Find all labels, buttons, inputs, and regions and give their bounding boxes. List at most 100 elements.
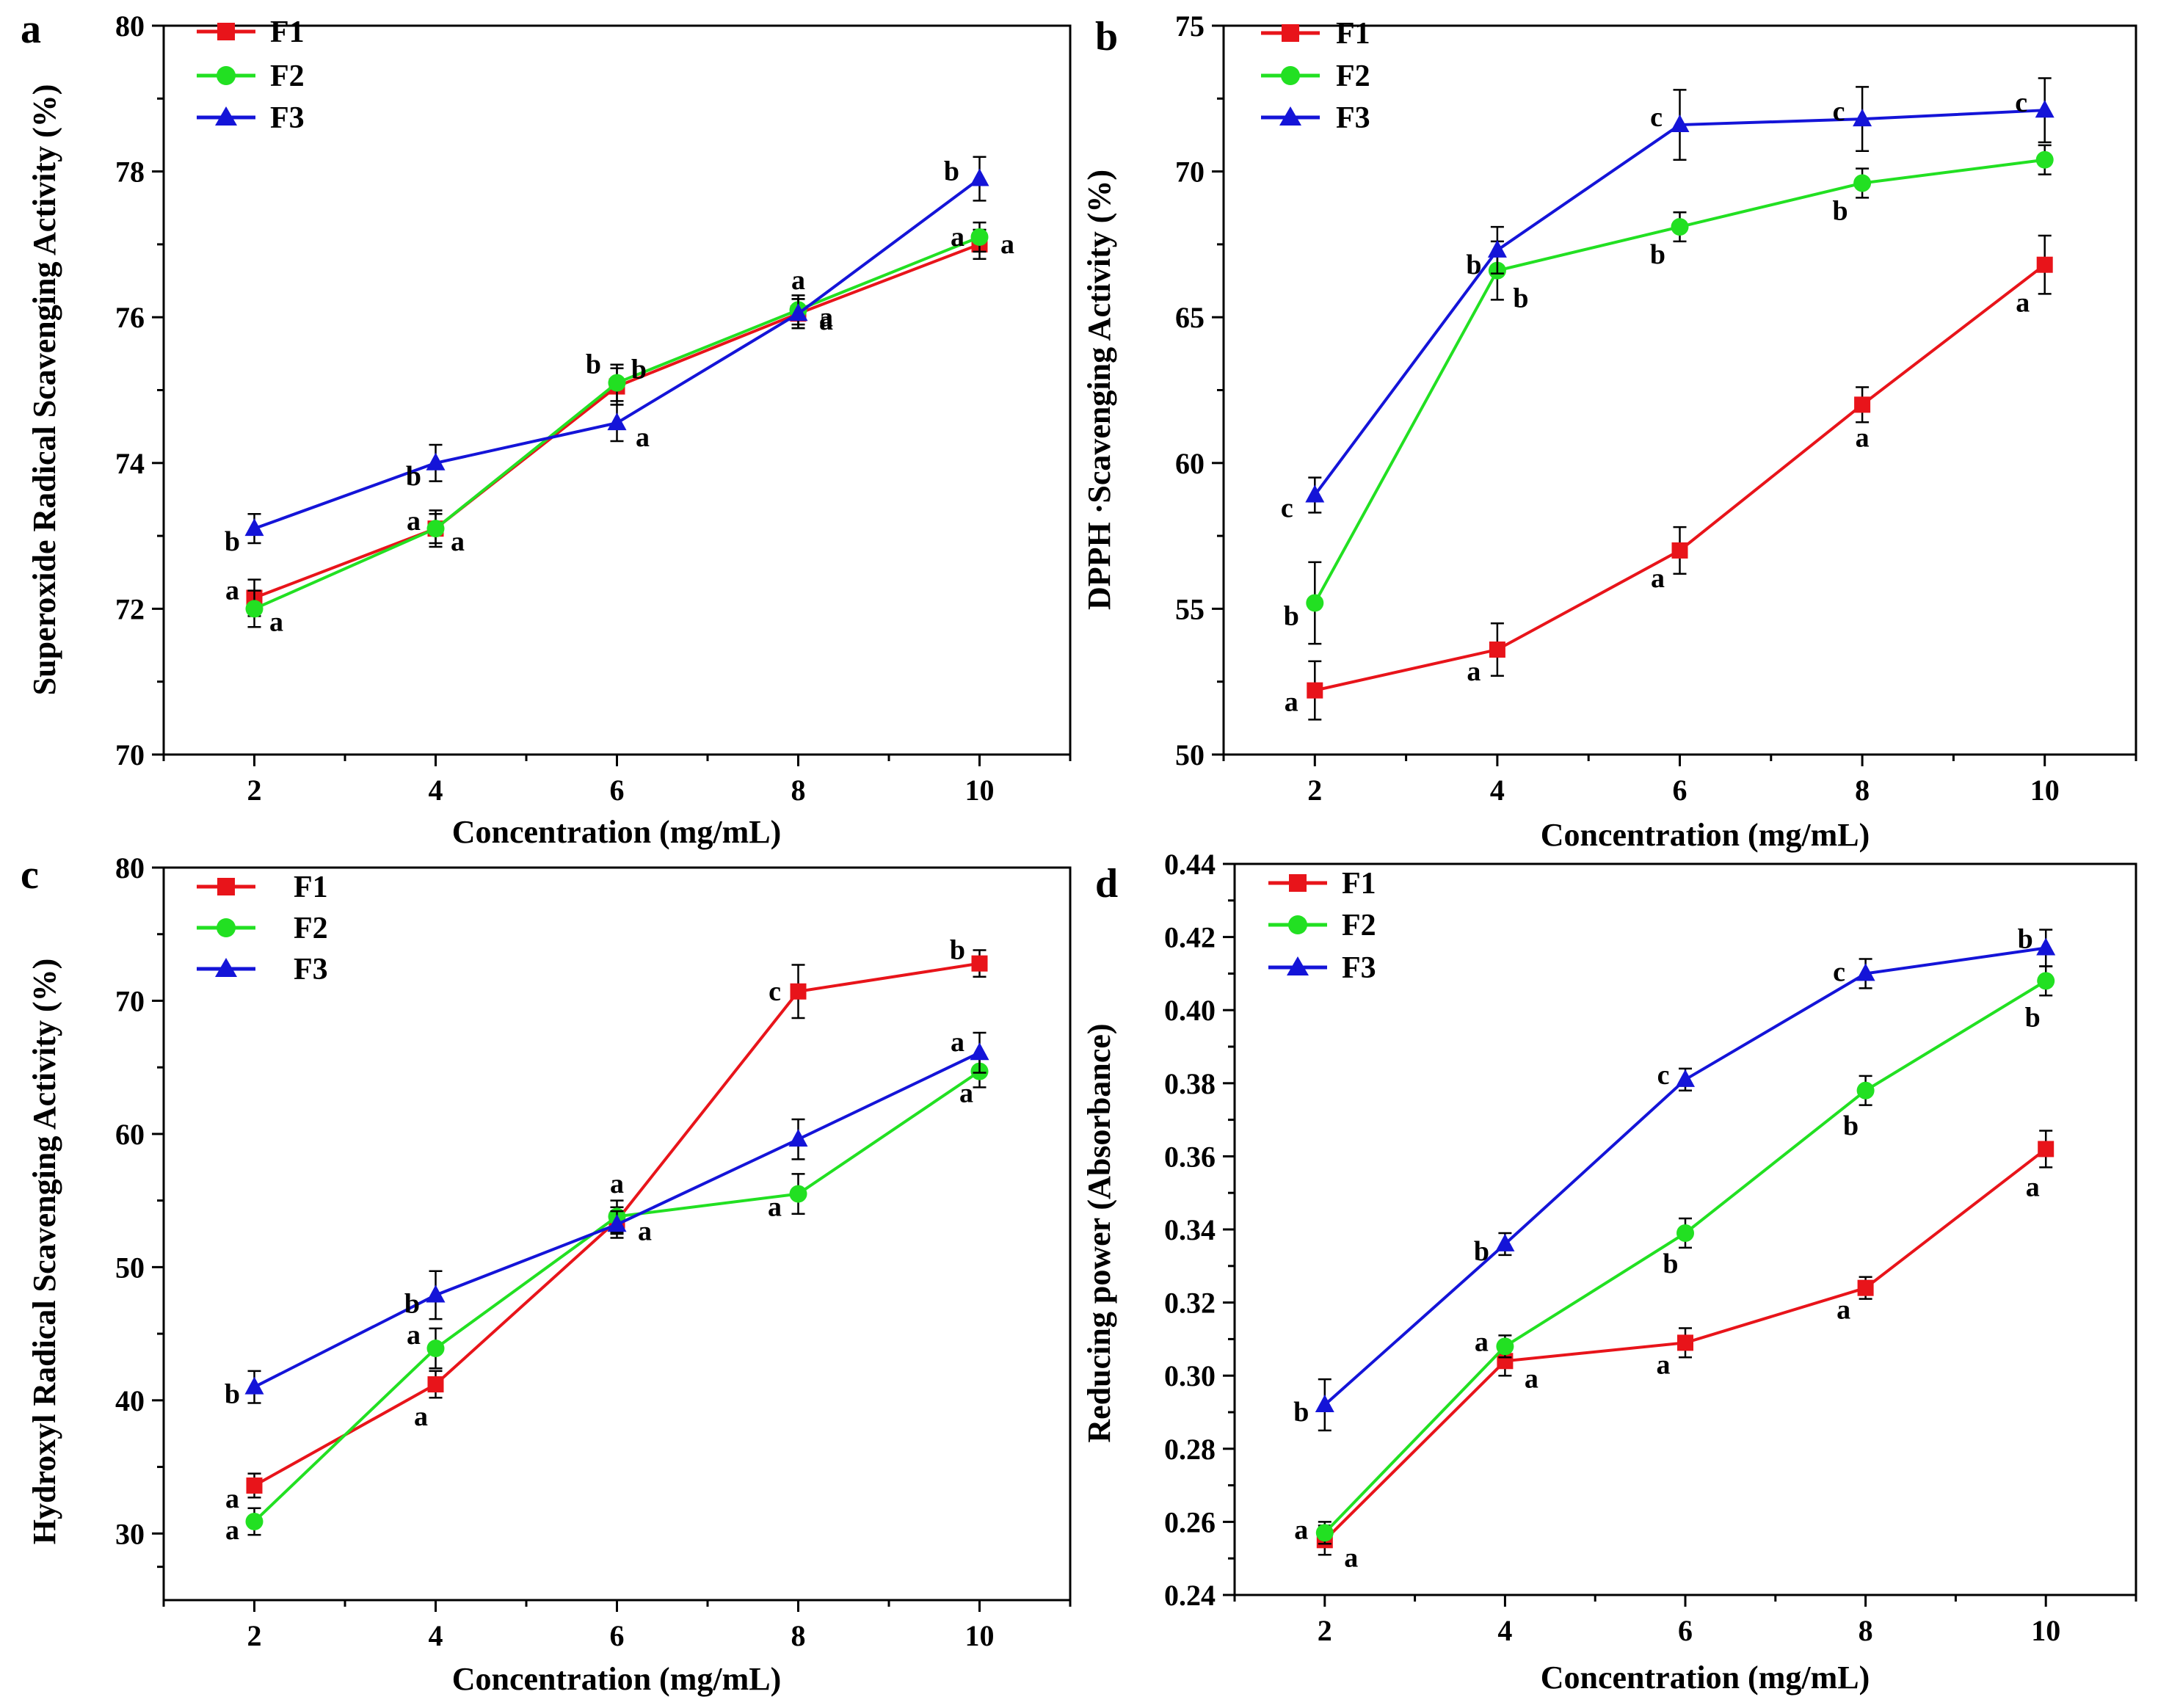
x-tick-label: 8 — [1855, 774, 1870, 807]
y-tick-label: 0.38 — [1164, 1067, 1216, 1100]
x-axis-title: Concentration (mg/mL) — [452, 814, 782, 850]
series-line-f2 — [1323, 979, 2047, 1534]
legend-marker-f2 — [1281, 66, 1300, 85]
x-tick-label: 6 — [1678, 1614, 1693, 1647]
legend: F1 F2 F3 — [197, 15, 305, 135]
legend-label-f2: F2 — [294, 912, 328, 945]
significance-label-f1: a — [1657, 1349, 1671, 1380]
legend-label-f3: F3 — [1336, 101, 1370, 135]
y-tick-label: 50 — [1175, 738, 1205, 771]
x-tick-label: 10 — [965, 1619, 995, 1652]
significance-label-f2: b — [2025, 1002, 2041, 1033]
significance-label-f3: b — [406, 461, 421, 492]
significance-label-f3: c — [1833, 956, 1845, 987]
significance-label-f1: a — [2016, 288, 2030, 319]
significance-label-f2: b — [1650, 239, 1665, 270]
x-axis-title: Concentration (mg/mL) — [452, 1661, 782, 1697]
significance-label-f2: a — [1000, 229, 1014, 260]
legend-label-f3: F3 — [270, 101, 305, 135]
significance-label-f1: a — [1525, 1363, 1538, 1394]
x-tick-label: 4 — [1490, 774, 1505, 807]
legend-marker-f2 — [217, 66, 236, 85]
data-point-f2 — [1315, 1524, 1334, 1542]
legend-label-f1: F1 — [1336, 17, 1370, 51]
data-point-f1 — [1854, 396, 1871, 413]
legend-label-f3: F3 — [294, 953, 328, 986]
y-tick-label: 30 — [115, 1517, 145, 1550]
x-tick-label: 8 — [1859, 1614, 1873, 1647]
data-point-f1 — [2036, 256, 2053, 273]
data-point-f2 — [245, 1512, 264, 1530]
significance-label-f1: a — [225, 1483, 239, 1514]
data-point-f3 — [607, 1214, 627, 1232]
x-tick-label: 2 — [247, 1619, 262, 1652]
data-point-f3 — [2036, 937, 2056, 956]
data-point-f2 — [1676, 1224, 1694, 1242]
x-tick-label: 2 — [1307, 774, 1322, 807]
significance-label-f3: b — [1293, 1397, 1309, 1428]
data-point-f3 — [788, 1129, 808, 1147]
legend-label-f1: F1 — [270, 15, 305, 49]
data-point-f2 — [789, 1185, 807, 1203]
data-point-f1 — [1671, 542, 1688, 559]
data-point-f1 — [790, 983, 807, 1000]
y-tick-label: 75 — [1175, 10, 1205, 43]
y-tick-label: 0.26 — [1164, 1505, 1216, 1538]
data-point-f3 — [1495, 1233, 1515, 1251]
data-point-f1 — [246, 1477, 263, 1494]
y-tick-label: 0.44 — [1164, 848, 1216, 881]
y-tick-label: 50 — [115, 1251, 145, 1284]
x-tick-label: 6 — [610, 1619, 625, 1652]
data-point-f1 — [971, 955, 988, 972]
significance-label-f3: a — [636, 422, 650, 453]
significance-label-f2: b — [631, 355, 647, 385]
significance-label-f2: b — [1833, 195, 1848, 226]
legend-label-f2: F2 — [270, 59, 305, 93]
data-point-f3 — [426, 1284, 446, 1303]
data-point-f3 — [426, 452, 446, 470]
significance-label-f2: b — [1513, 283, 1528, 314]
significance-label-f2: a — [1475, 1326, 1489, 1357]
significance-label-f2: a — [768, 1192, 782, 1223]
significance-label-f3: b — [944, 156, 959, 187]
significance-label-f2: a — [269, 606, 283, 637]
data-point-f3 — [607, 413, 627, 431]
series-line-f3 — [1313, 109, 2045, 496]
data-point-f3 — [1856, 963, 1875, 981]
y-tick-label: 74 — [115, 447, 145, 480]
data-point-f1 — [427, 1376, 444, 1393]
x-tick-label: 8 — [791, 1619, 806, 1652]
x-tick-label: 6 — [1673, 774, 1687, 807]
significance-label-f2: b — [1663, 1249, 1678, 1279]
data-point-f1 — [2038, 1141, 2055, 1158]
significance-label-f1: a — [951, 222, 964, 252]
legend-marker-f1 — [217, 878, 235, 895]
y-tick-label: 0.24 — [1164, 1579, 1216, 1612]
data-point-f1 — [1677, 1334, 1693, 1351]
data-point-f2 — [1671, 218, 1689, 236]
data-point-f1 — [1307, 682, 1323, 699]
y-tick-label: 60 — [1175, 447, 1205, 480]
data-point-f3 — [1487, 239, 1507, 258]
significance-label-f3: c — [1650, 102, 1663, 133]
legend: F1 F2 F3 — [1268, 867, 1376, 985]
data-point-f3 — [1315, 1395, 1334, 1413]
y-tick-label: 0.28 — [1164, 1433, 1216, 1466]
data-point-f1 — [1489, 642, 1505, 658]
legend-label-f1: F1 — [294, 871, 328, 904]
significance-label-f3: a — [951, 1027, 964, 1058]
series-line-f3 — [253, 177, 981, 531]
y-tick-label: 0.42 — [1164, 921, 1216, 954]
x-tick-label: 10 — [2031, 1614, 2060, 1647]
legend-marker-f2 — [217, 918, 236, 937]
legend-label-f3: F3 — [1342, 951, 1376, 985]
significance-label-f1: c — [769, 976, 781, 1007]
significance-label-f3: b — [225, 526, 240, 557]
data-point-f2 — [2037, 972, 2055, 990]
legend-label-f1: F1 — [1342, 867, 1376, 901]
data-point-f3 — [970, 1042, 989, 1061]
legend-marker-f1 — [1289, 874, 1307, 892]
y-tick-label: 70 — [115, 738, 145, 771]
